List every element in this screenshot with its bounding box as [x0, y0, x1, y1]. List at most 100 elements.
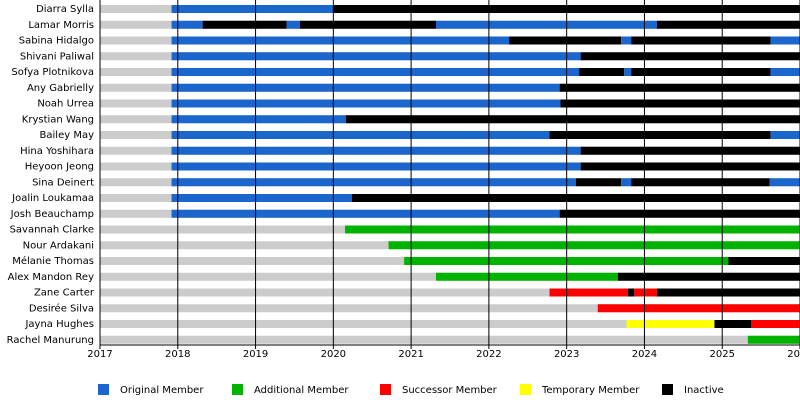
- segment: [628, 288, 635, 297]
- segment: [770, 131, 800, 139]
- segment: [171, 68, 580, 76]
- segment: [769, 178, 800, 187]
- legend-swatch: [232, 384, 243, 395]
- segment: [580, 146, 800, 155]
- segment: [171, 5, 334, 13]
- row-label: Josh Beauchamp: [10, 209, 94, 220]
- segment: [171, 131, 550, 139]
- x-tick-label: 2025: [709, 349, 734, 360]
- row-label: Joalin Loukamaa: [11, 193, 94, 204]
- segment: [631, 36, 771, 45]
- segment: [634, 288, 657, 297]
- x-tick-label: 2021: [398, 349, 423, 360]
- segment: [286, 20, 300, 29]
- segment: [299, 20, 436, 29]
- row-label: Savannah Clarke: [10, 225, 94, 236]
- segment: [751, 320, 800, 328]
- segment: [345, 115, 800, 124]
- row-label: Sina Deinert: [32, 177, 94, 188]
- legend-swatch: [98, 384, 109, 395]
- segment: [171, 162, 581, 171]
- x-tick-label: 2019: [243, 349, 268, 360]
- segment: [626, 320, 715, 328]
- segment: [597, 304, 800, 313]
- segment: [621, 36, 632, 45]
- segment: [171, 36, 510, 45]
- segment: [728, 257, 800, 265]
- segment: [388, 241, 800, 250]
- segment: [549, 131, 771, 139]
- x-tick-label: 2026: [787, 349, 800, 360]
- row-label: Jayna Hughes: [24, 319, 94, 330]
- row-label: Rachel Manurung: [7, 335, 94, 346]
- segment: [656, 288, 800, 297]
- legend-label: Original Member: [120, 385, 204, 396]
- row-label: Mélanie Thomas: [12, 255, 94, 267]
- x-tick-label: 2017: [87, 349, 112, 360]
- segment: [576, 178, 622, 187]
- segment: [579, 68, 625, 76]
- x-tick-label: 2022: [476, 349, 501, 360]
- segment: [580, 162, 800, 171]
- x-tick-label: 2018: [165, 349, 190, 360]
- legend-swatch: [380, 384, 391, 395]
- row-label: Desirée Silva: [29, 302, 94, 314]
- row-label: Nour Ardakani: [23, 240, 94, 251]
- row-label: Krystian Wang: [22, 114, 94, 125]
- x-tick-label: 2020: [321, 349, 346, 360]
- segment: [631, 178, 770, 187]
- segment: [171, 115, 346, 124]
- segment: [345, 225, 800, 234]
- legend-label: Inactive: [684, 385, 724, 396]
- segment: [436, 20, 657, 29]
- segment: [549, 288, 629, 297]
- row-label: Alex Mandon Rey: [8, 272, 94, 283]
- legend-label: Additional Member: [254, 385, 349, 396]
- segment: [559, 83, 800, 92]
- segment: [559, 209, 800, 218]
- segment: [618, 272, 800, 281]
- row-background: [100, 320, 800, 328]
- legend-swatch: [520, 384, 531, 395]
- segment: [580, 52, 800, 61]
- segment: [171, 99, 561, 108]
- row-background: [100, 335, 800, 344]
- segment: [624, 68, 632, 76]
- row-label: Shivani Paliwal: [20, 51, 94, 62]
- legend-label: Successor Member: [402, 385, 498, 396]
- x-tick-label: 2024: [632, 349, 657, 360]
- row-label: Zane Carter: [34, 288, 95, 299]
- segment: [509, 36, 622, 45]
- x-tick-label: 2023: [554, 349, 579, 360]
- legend-swatch: [662, 384, 673, 395]
- row-label: Sabina Hidalgo: [19, 36, 94, 47]
- segment: [352, 194, 800, 202]
- row-label: Lamar Morris: [28, 20, 94, 31]
- segment: [656, 20, 800, 29]
- segment: [171, 194, 352, 202]
- row-label: Bailey May: [40, 130, 95, 141]
- segment: [631, 68, 771, 76]
- segment: [770, 36, 800, 45]
- segment: [171, 52, 581, 61]
- row-label: Hina Yoshihara: [20, 146, 94, 157]
- row-background: [100, 288, 800, 297]
- segment: [171, 146, 581, 155]
- segment: [171, 20, 203, 29]
- segment: [560, 99, 800, 108]
- row-label: Noah Urrea: [37, 99, 94, 110]
- legend-label: Temporary Member: [541, 385, 640, 396]
- segment: [171, 209, 560, 218]
- segment: [171, 83, 560, 92]
- segment: [436, 272, 618, 281]
- segment: [171, 178, 577, 187]
- segment: [202, 20, 287, 29]
- row-label: Sofya Plotnikova: [11, 67, 94, 78]
- row-label: Any Gabrielly: [27, 83, 94, 94]
- segment: [714, 320, 751, 328]
- segment: [747, 335, 800, 344]
- row-label: Heyoon Jeong: [25, 162, 94, 173]
- segment: [770, 68, 800, 76]
- row-background: [100, 304, 800, 313]
